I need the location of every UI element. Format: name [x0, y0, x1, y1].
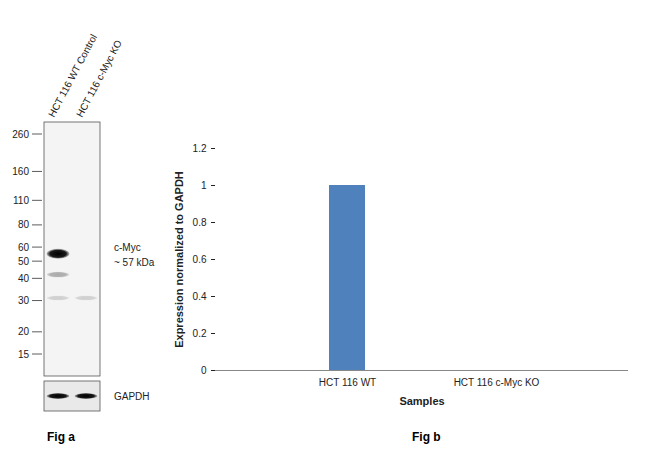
- svg-text:~ 57 kDa: ~ 57 kDa: [114, 257, 155, 268]
- svg-text:50: 50: [18, 256, 30, 267]
- svg-text:Expression normalized to GAPDH: Expression normalized to GAPDH: [173, 171, 185, 348]
- svg-text:160: 160: [12, 166, 29, 177]
- svg-text:15: 15: [18, 349, 30, 360]
- svg-text:40: 40: [18, 273, 30, 284]
- svg-text:60: 60: [18, 242, 30, 253]
- svg-text:HCT 116 WT Control: HCT 116 WT Control: [46, 32, 99, 119]
- svg-text:1.2: 1.2: [193, 143, 207, 154]
- svg-text:30: 30: [18, 295, 30, 306]
- svg-text:0.6: 0.6: [193, 254, 207, 265]
- svg-text:HCT 116 c-Myc KO: HCT 116 c-Myc KO: [454, 377, 540, 388]
- svg-text:GAPDH: GAPDH: [114, 391, 150, 402]
- svg-text:Samples: Samples: [399, 395, 444, 407]
- svg-text:0: 0: [201, 365, 207, 376]
- html-text:Fig b: Fig b: [412, 430, 441, 444]
- svg-text:80: 80: [18, 219, 30, 230]
- svg-text:0.4: 0.4: [193, 291, 207, 302]
- html-text:Fig a: Fig a: [47, 430, 75, 444]
- svg-text:0.8: 0.8: [193, 217, 207, 228]
- svg-text:c-Myc: c-Myc: [114, 242, 141, 253]
- svg-text:HCT 116 c-Myc KO: HCT 116 c-Myc KO: [74, 38, 124, 119]
- svg-text:20: 20: [18, 326, 30, 337]
- svg-text:HCT 116 WT: HCT 116 WT: [319, 377, 376, 388]
- svg-text:0.2: 0.2: [193, 328, 207, 339]
- svg-text:1: 1: [201, 180, 207, 191]
- svg-text:110: 110: [13, 195, 29, 206]
- svg-text:260: 260: [12, 129, 29, 140]
